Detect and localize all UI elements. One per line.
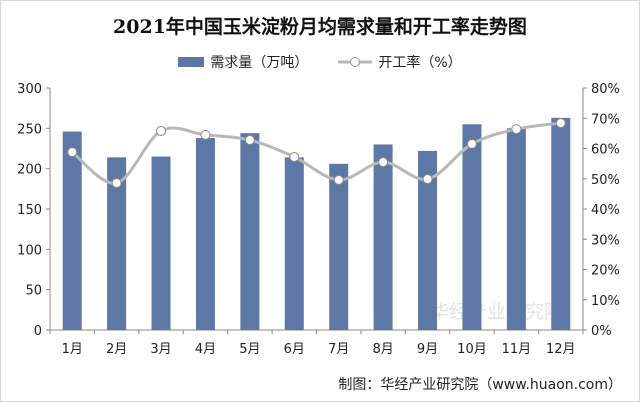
bar-7月 <box>329 163 349 330</box>
left-tick-label: 250 <box>17 122 42 137</box>
bar-6月 <box>284 157 304 330</box>
rate-point-2月 <box>111 177 122 188</box>
watermark: 华经产业研究院 <box>430 301 563 323</box>
right-tick-label: 40% <box>591 203 620 218</box>
left-tick-label: 150 <box>17 203 42 218</box>
rate-point-5月 <box>244 135 255 146</box>
bar-3月 <box>151 156 171 330</box>
x-tick-label: 6月 <box>284 342 305 357</box>
bar-12月 <box>551 117 571 330</box>
x-tick-label: 3月 <box>150 342 171 357</box>
rate-point-8月 <box>378 157 389 168</box>
rate-point-4月 <box>200 129 211 140</box>
right-tick-label: 70% <box>591 112 620 127</box>
bar-4月 <box>195 138 215 330</box>
chart-title: 2021年中国玉米淀粉月均需求量和开工率走势图 <box>113 16 527 38</box>
right-tick-label: 60% <box>591 143 620 158</box>
x-tick-label: 5月 <box>239 342 260 357</box>
rate-point-3月 <box>156 125 167 136</box>
bar-10月 <box>462 124 482 330</box>
rate-point-1月 <box>67 147 78 158</box>
x-tick-label: 2月 <box>106 342 127 357</box>
legend-item-rate: 开工率（%） <box>338 52 462 72</box>
bar-9月 <box>418 150 438 330</box>
rate-point-10月 <box>466 138 477 149</box>
left-tick-label: 100 <box>17 243 42 258</box>
right-tick-label: 30% <box>591 233 620 248</box>
x-tick-label: 11月 <box>502 342 532 357</box>
source-note: 制图：华经产业研究院（www.huaon.com） <box>338 377 622 393</box>
left-tick-label: 0 <box>34 324 42 339</box>
rate-line <box>71 121 561 185</box>
legend-label: 开工率（%） <box>378 55 462 71</box>
left-tick-label: 50 <box>25 284 42 299</box>
legend-line-swatch <box>338 57 373 67</box>
bar-5月 <box>240 133 260 330</box>
bar-11月 <box>506 128 526 330</box>
rate-point-12月 <box>555 118 566 129</box>
rate-point-11月 <box>511 124 522 135</box>
right-tick-label: 10% <box>591 294 620 309</box>
right-tick-label: 50% <box>591 173 620 188</box>
legend-label: 需求量（万吨） <box>210 55 309 71</box>
bar-8月 <box>373 144 393 330</box>
right-tick-label: 0% <box>591 324 612 339</box>
legend-bar-swatch <box>178 57 205 67</box>
left-tick-label: 200 <box>17 163 42 178</box>
rate-point-9月 <box>422 174 433 185</box>
rate-point-6月 <box>289 151 300 162</box>
x-tick-label: 10月 <box>457 342 487 357</box>
legend-item-demand: 需求量（万吨） <box>178 52 308 72</box>
rate-point-7月 <box>333 174 344 185</box>
x-tick-label: 8月 <box>372 342 393 357</box>
left-tick-label: 300 <box>17 82 42 97</box>
x-tick-label: 1月 <box>62 342 83 357</box>
x-tick-label: 12月 <box>546 342 576 357</box>
x-tick-label: 4月 <box>195 342 216 357</box>
x-tick-label: 9月 <box>417 342 438 357</box>
bar-1月 <box>62 131 82 330</box>
right-tick-label: 80% <box>591 82 620 97</box>
right-tick-label: 20% <box>591 264 620 279</box>
bar-2月 <box>107 157 127 330</box>
legend: 需求量（万吨） 开工率（%） <box>0 52 640 72</box>
x-tick-label: 7月 <box>328 342 349 357</box>
